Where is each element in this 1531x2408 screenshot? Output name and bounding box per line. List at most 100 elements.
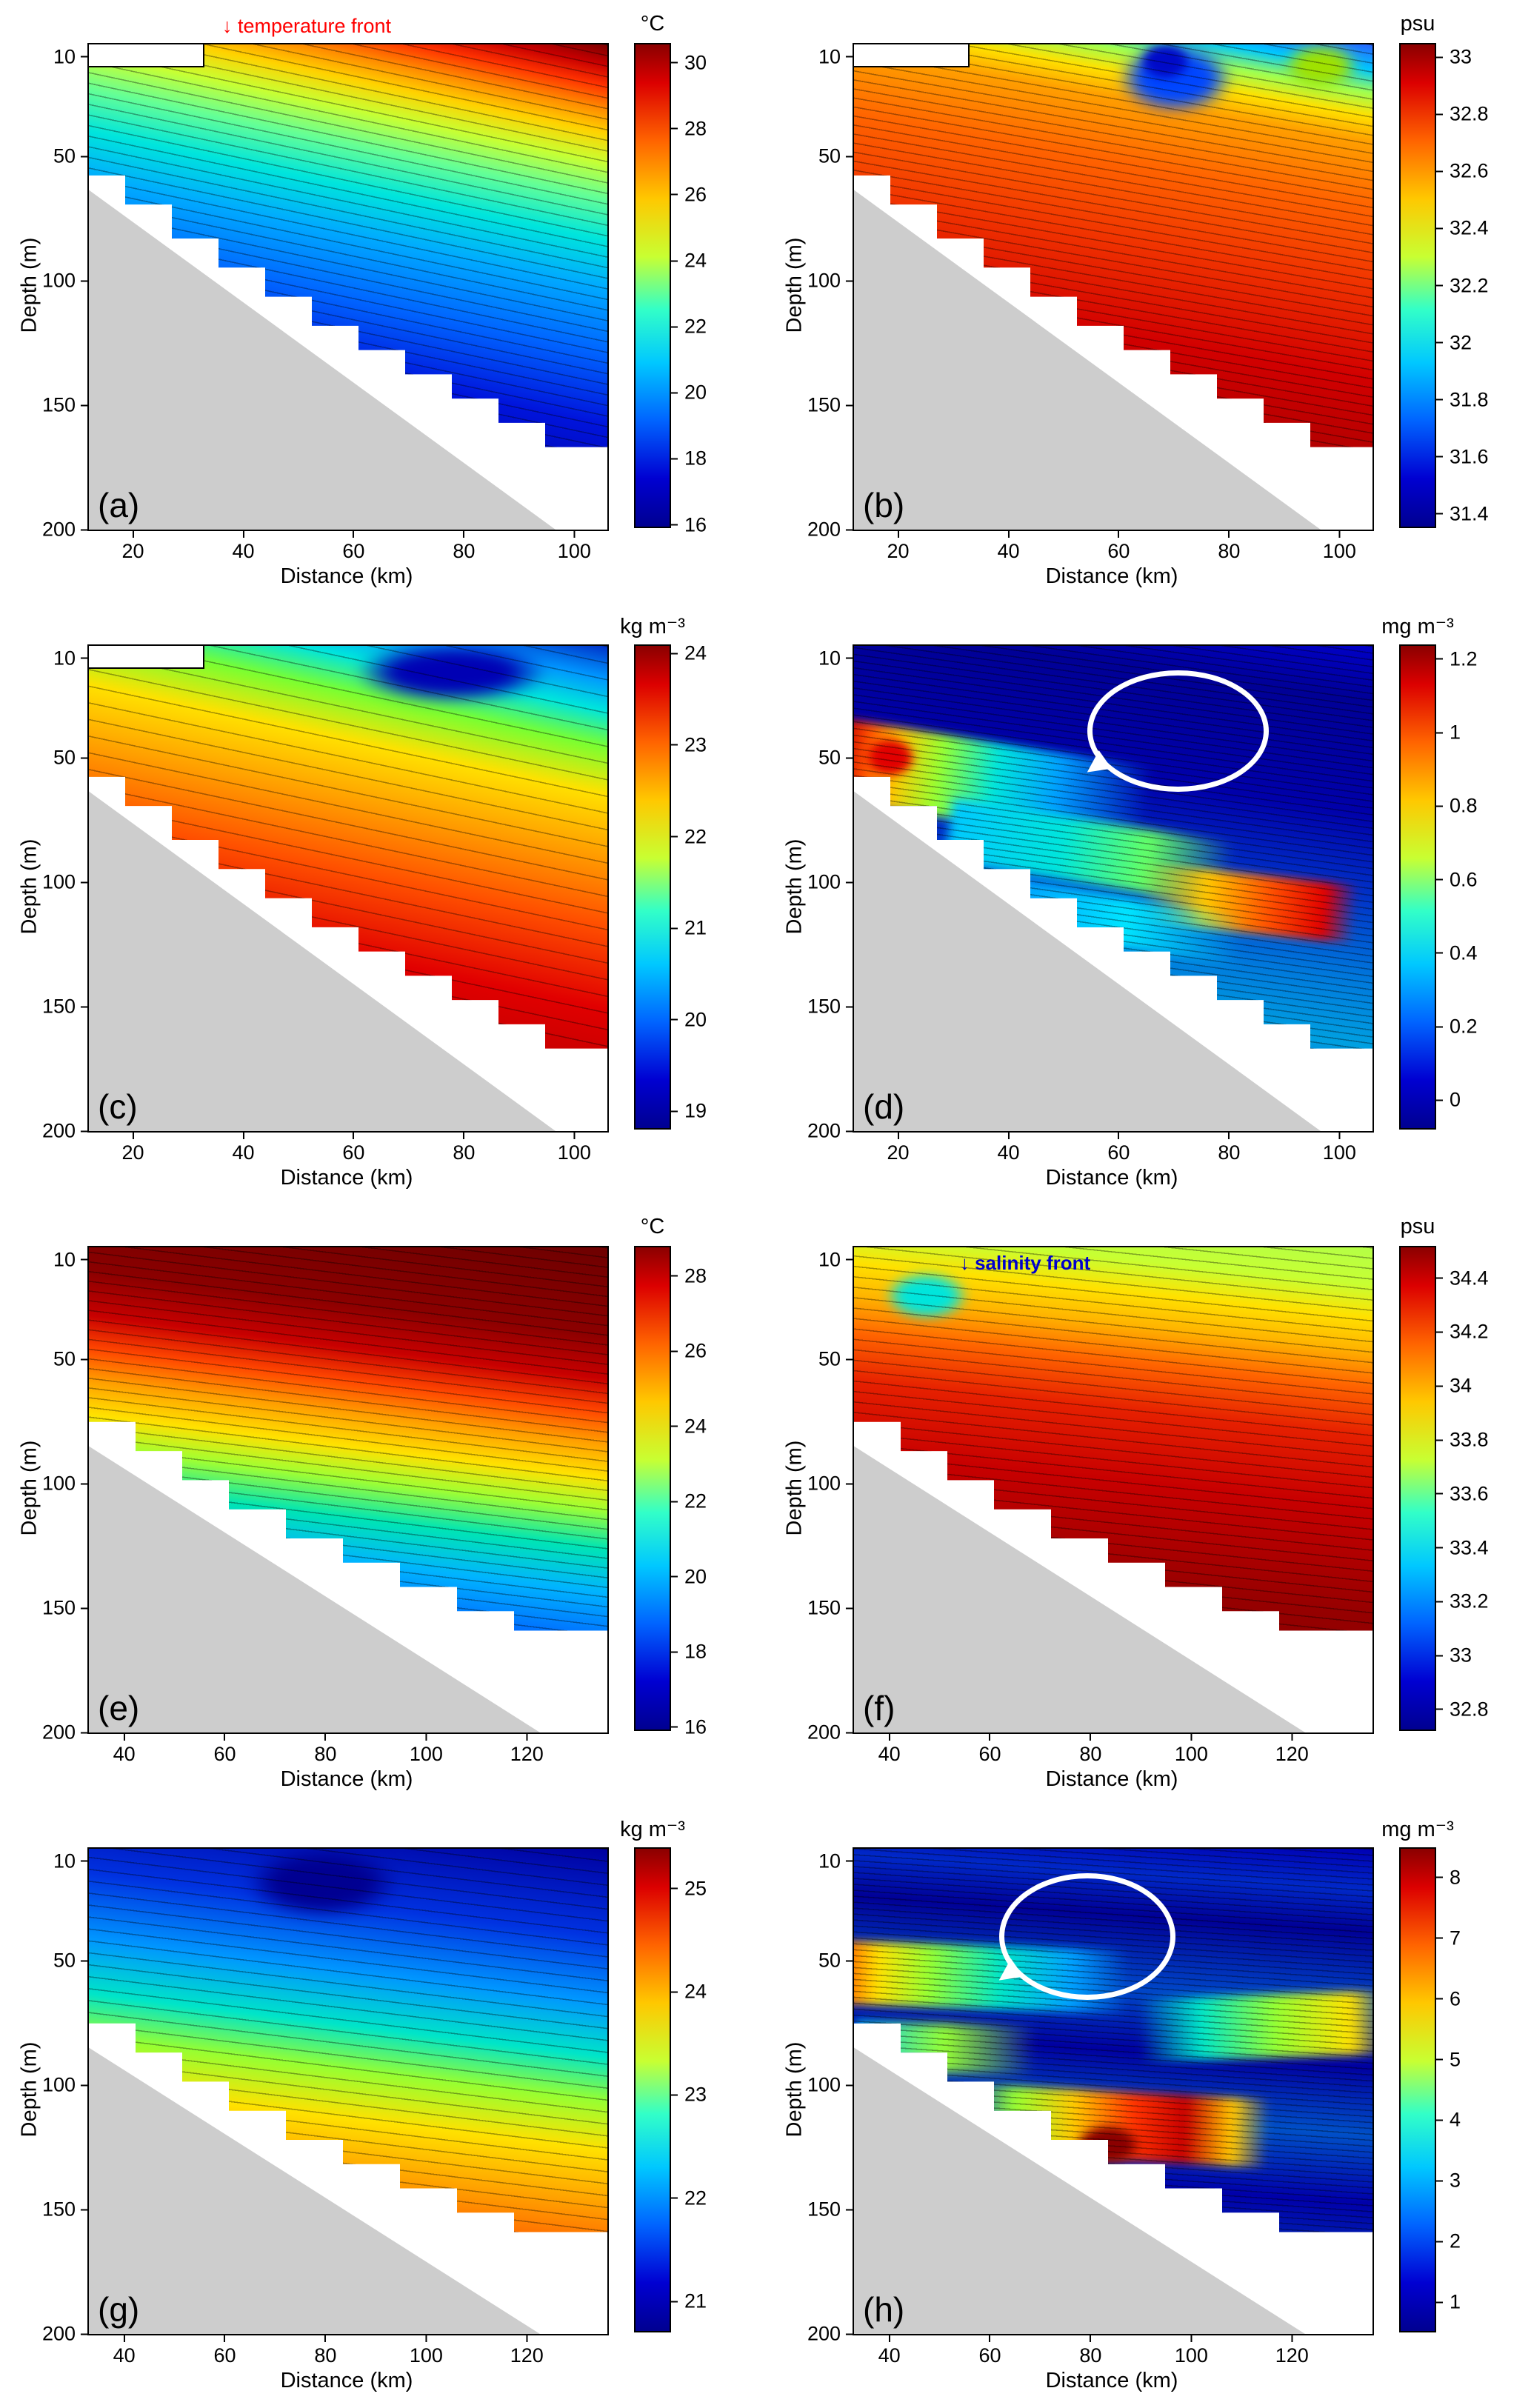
tick-mark: [224, 2334, 226, 2342]
colorbar: mg m⁻³ 0 0.2 0.4 0.6 0.8 1 1.2: [1381, 615, 1478, 1130]
tick-mark: [846, 2333, 854, 2335]
tick-label: 100: [807, 1472, 841, 1495]
plot-area: (e) 10 50 100 150 200 40 60 80 100 120: [42, 1246, 609, 1765]
y-tick: 150: [807, 394, 854, 417]
tick-label: 0.2: [1450, 1015, 1478, 1038]
tick-mark: [846, 1006, 854, 1008]
front-annotation-inside: ↓ salinity front: [959, 1252, 1091, 1274]
tick-mark: [1090, 1732, 1092, 1741]
y-tick: 10: [53, 1850, 89, 1872]
tick-label: 80: [314, 2344, 337, 2367]
y-tick: 100: [42, 2074, 89, 2097]
colorbar-tick: 20: [671, 1008, 707, 1031]
tick-mark: [81, 280, 89, 282]
tick-label: 1: [1450, 721, 1461, 744]
tick-mark: [425, 2334, 427, 2342]
colorbar-gradient: [1399, 43, 1436, 528]
tick-mark: [897, 530, 899, 538]
tick-label: 80: [314, 1743, 337, 1765]
tick-mark: [1338, 1131, 1341, 1139]
x-tick: 80: [314, 2334, 336, 2367]
tick-mark: [846, 1732, 854, 1733]
tick-mark: [671, 1275, 678, 1277]
tick-mark: [671, 1991, 678, 1993]
x-axis-label: Distance (km): [1045, 564, 1178, 588]
x-tick: 80: [1079, 2334, 1101, 2367]
tick-label: 150: [41, 2198, 76, 2221]
tick-label: 10: [818, 45, 841, 68]
tick-label: 50: [53, 144, 76, 167]
tick-mark: [1436, 2241, 1443, 2243]
tick-label: 1: [1450, 2290, 1461, 2313]
tick-label: 30: [684, 51, 707, 74]
tick-mark: [1291, 1732, 1293, 1741]
x-tick: 80: [1079, 1732, 1101, 1766]
tick-mark: [1436, 2180, 1443, 2182]
tick-mark: [132, 1131, 134, 1139]
y-tick: 200: [807, 1120, 854, 1143]
y-axis-label: Depth (m): [17, 1440, 41, 1536]
tick-mark: [81, 1607, 89, 1610]
panel: Depth (m) ↓ salinity front (f) 10 50 100 15…: [765, 1203, 1530, 1804]
y-tick: 100: [807, 2074, 854, 2097]
tick-label: 100: [807, 870, 841, 893]
y-tick: 100: [807, 871, 854, 894]
tick-mark: [671, 260, 678, 262]
colorbar-tick: 31.6: [1436, 445, 1489, 468]
x-tick: 80: [1218, 1131, 1240, 1164]
tick-label: 150: [41, 1596, 76, 1619]
plot-area: (d) 10 50 100 150 200 20 40 60 80 100: [807, 644, 1374, 1164]
tick-label: 50: [818, 1949, 841, 1972]
colorbar-tick: 8: [1436, 1866, 1461, 1889]
colorbar-tick: 7: [1436, 1927, 1461, 1950]
tick-label: 100: [409, 2344, 443, 2367]
y-tick: 50: [818, 1950, 854, 1972]
x-tick: 100: [410, 2334, 443, 2367]
tick-label: 4: [1450, 2108, 1461, 2131]
tick-label: 150: [807, 995, 841, 1018]
colorbar-tick: 34.2: [1436, 1321, 1489, 1344]
y-tick: 200: [42, 1721, 89, 1744]
colorbar-tick: 32.4: [1436, 217, 1489, 240]
tick-mark: [81, 1732, 89, 1733]
tick-label: 100: [807, 269, 841, 292]
colorbar-tick: 21: [671, 917, 707, 940]
tick-label: 10: [818, 1850, 841, 1872]
colorbar-tick: 34: [1436, 1375, 1472, 1398]
x-tick: 100: [558, 1131, 591, 1164]
colorbar: psu 31.4 31.6 31.8 32 32.2 32.4 32.6 32.8 33: [1399, 12, 1489, 528]
colorbar-tick: 0: [1436, 1089, 1461, 1112]
tick-label: 200: [41, 518, 76, 541]
y-tick: 200: [42, 518, 89, 541]
colorbar-tick: 20: [671, 1565, 707, 1588]
tick-mark: [1436, 658, 1443, 660]
panel-letter: (g): [98, 2290, 140, 2329]
colorbar: kg m⁻³ 21 22 23 24 25: [620, 1818, 707, 2332]
y-tick: 50: [818, 145, 854, 168]
tick-mark: [81, 1860, 89, 1862]
colorbar-tick: 22: [671, 316, 707, 338]
panel-letter: (e): [98, 1689, 140, 1727]
tick-label: 31.8: [1450, 388, 1489, 411]
colorbar: °C 16 18 20 22 24 26 28 30: [634, 12, 707, 536]
y-tick: 50: [53, 747, 89, 770]
tick-label: 60: [1107, 540, 1130, 562]
y-axis-label: Depth (m): [782, 237, 807, 333]
y-tick: 150: [42, 394, 89, 417]
colorbar-gradient: [634, 1246, 671, 1731]
tick-label: 100: [557, 540, 591, 562]
colorbar-tick: 16: [671, 513, 707, 536]
no-data-notch: [89, 646, 204, 670]
tick-mark: [671, 326, 678, 328]
tick-mark: [671, 392, 678, 394]
tick-label: 80: [453, 540, 476, 562]
colorbar-unit-label: °C: [640, 12, 665, 36]
tick-mark: [1338, 530, 1341, 538]
x-tick: 80: [1218, 530, 1240, 563]
x-tick: 100: [1175, 1732, 1208, 1766]
y-tick: 10: [53, 45, 89, 68]
x-tick: 40: [997, 1131, 1020, 1164]
tick-mark: [846, 757, 854, 759]
tick-mark: [81, 1258, 89, 1261]
tick-label: 20: [684, 1008, 707, 1031]
